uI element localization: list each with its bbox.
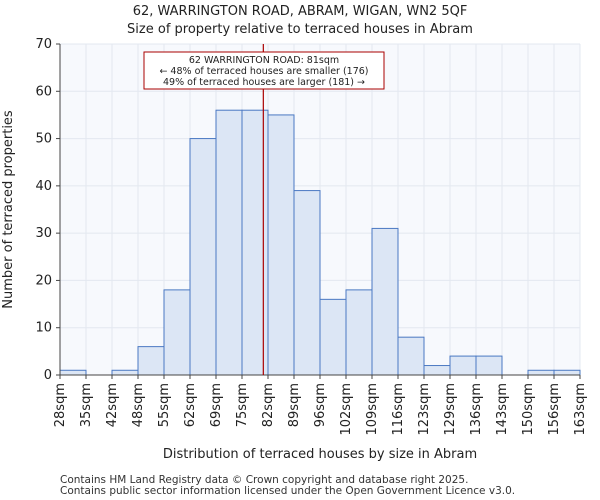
x-tick-label: 28sqm [53,383,68,427]
histogram-bar [423,365,451,376]
x-tick-label: 163sqm [573,383,588,436]
y-axis-title: Number of terraced properties [1,110,16,309]
x-axis-title: Distribution of terraced houses by size … [163,447,477,462]
annotation-box [143,51,385,90]
histogram-bar [345,289,373,376]
x-tick-label: 96sqm [313,383,328,427]
histogram-bar [527,369,555,376]
histogram-bar [241,109,269,376]
histogram-bar [371,227,399,376]
y-tick-label: 0 [44,368,52,383]
y-tick-label: 50 [35,132,52,147]
x-tick-label: 123sqm [417,383,432,436]
x-tick-label: 48sqm [131,383,146,427]
x-tick-label: 136sqm [469,383,484,436]
histogram-bar [189,138,217,376]
y-tick-label: 60 [35,84,52,99]
x-tick-label: 109sqm [365,383,380,436]
histogram-bar [267,114,295,376]
annotation-line-1: 62 WARRINGTON ROAD: 81sqm [189,55,339,66]
x-tick-label: 89sqm [287,383,302,427]
chart-title: 62, WARRINGTON ROAD, ABRAM, WIGAN, WN2 5… [132,4,468,19]
y-tick-label: 10 [35,321,52,336]
x-tick-label: 62sqm [183,383,198,427]
annotation-line-2: ← 48% of terraced houses are smaller (17… [159,66,368,77]
x-tick-label: 116sqm [391,383,406,436]
y-tick-label: 20 [35,273,52,288]
histogram-bar [319,298,347,376]
histogram-bar [449,355,477,376]
chart-subtitle: Size of property relative to terraced ho… [127,22,473,37]
histogram-bar [137,346,165,376]
x-tick-label: 82sqm [261,383,276,427]
annotation-line-3: 49% of terraced houses are larger (181) … [163,77,365,88]
x-tick-label: 156sqm [547,383,562,436]
histogram-bar [163,289,191,376]
histogram-bar [59,369,87,376]
x-tick-label: 143sqm [495,383,510,436]
histogram-bar [215,109,243,376]
x-tick-label: 42sqm [105,383,120,427]
x-tick-label: 69sqm [209,383,224,427]
x-tick-label: 35sqm [79,383,94,427]
x-tick-label: 102sqm [339,383,354,436]
x-tick-label: 129sqm [443,383,458,436]
y-tick-label: 30 [35,226,52,241]
footer-line-1: Contains HM Land Registry data © Crown c… [60,474,469,486]
y-tick-label: 40 [35,179,52,194]
footer-line-2: Contains public sector information licen… [60,485,516,497]
histogram-bar [293,190,321,376]
x-tick-label: 55sqm [157,383,172,427]
x-tick-label: 150sqm [521,383,536,436]
histogram-bar [475,355,503,376]
histogram-bar [111,369,139,376]
histogram-bar [553,369,581,376]
histogram-bar [397,336,425,376]
x-tick-label: 75sqm [235,383,250,427]
y-tick-label: 70 [35,37,52,52]
